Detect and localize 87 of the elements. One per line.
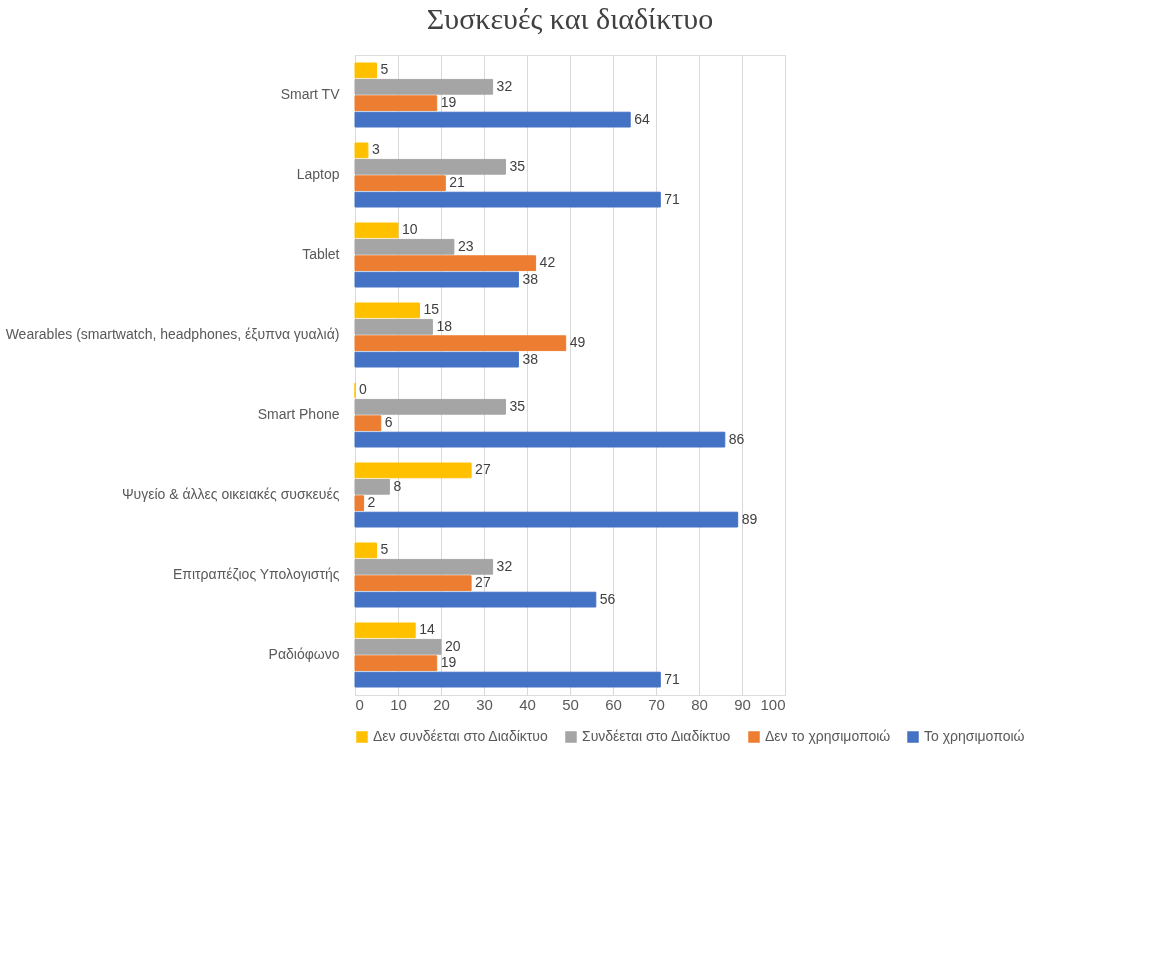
data-label: 18 (436, 317, 453, 334)
data-label: 32 (496, 77, 513, 94)
data-label: 35 (509, 397, 526, 414)
bar (354, 575, 472, 592)
bar (354, 222, 399, 239)
bar (354, 142, 369, 159)
data-label: 19 (440, 654, 457, 671)
data-label: 27 (475, 461, 491, 478)
bar (354, 415, 382, 432)
y-tick-label: Tablet (302, 246, 340, 262)
x-tick-label: 100 (760, 695, 786, 713)
x-tick-label: 70 (648, 695, 665, 713)
x-tick-label: 0 (355, 695, 364, 713)
data-label: 8 (393, 477, 402, 494)
data-label: 42 (539, 254, 556, 271)
y-tick-label: Laptop (296, 166, 340, 182)
data-label: 10 (402, 221, 418, 238)
bar (354, 511, 739, 528)
legend-label: Συνδέεται στο Διαδίκτυο (582, 728, 731, 744)
x-tick-label: 20 (433, 695, 450, 713)
y-tick-label: Ραδιόφωνο (268, 646, 340, 662)
x-tick-label: 60 (605, 695, 622, 713)
data-label: 5 (380, 61, 389, 78)
x-tick-label: 30 (476, 695, 493, 713)
bar (354, 95, 438, 112)
bar (354, 495, 365, 512)
bar (354, 542, 377, 559)
bar (354, 255, 537, 272)
y-tick-label: Smart Phone (257, 406, 340, 422)
data-label: 71 (664, 190, 681, 207)
bar (354, 335, 567, 352)
bar (354, 655, 438, 672)
data-label: 2 (367, 494, 376, 511)
data-label: 0 (359, 381, 367, 398)
y-tick-label: Wearables (smartwatch, headphones, έξυπνα γυαλιά) (5, 326, 340, 342)
y-tick-label: Smart TV (280, 86, 341, 102)
y-tick-label: Ψυγείο & άλλες οικειακές συσκευές (121, 486, 340, 502)
y-tick-label: Επιτραπέζιος Υπολογιστής (172, 566, 340, 582)
bar (354, 78, 494, 95)
data-label: 21 (449, 174, 466, 191)
data-label: 86 (728, 430, 745, 447)
bar (354, 111, 631, 128)
data-label: 32 (496, 557, 513, 574)
bar (354, 398, 506, 415)
legend-label: Δεν το χρησιμοποιώ (765, 728, 891, 744)
bar (354, 671, 661, 688)
bar (354, 591, 597, 608)
data-label: 35 (509, 157, 526, 174)
data-label: 71 (664, 670, 681, 687)
data-label: 23 (457, 237, 474, 254)
bar (354, 302, 420, 319)
bar (354, 638, 442, 655)
bar (354, 431, 726, 448)
data-label: 38 (522, 350, 539, 367)
bar (354, 351, 519, 368)
data-label: 64 (634, 110, 650, 127)
data-label: 49 (569, 334, 586, 351)
bar (354, 318, 433, 335)
x-tick-label: 90 (734, 695, 751, 713)
bar (354, 558, 494, 575)
legend-label: Το χρησιμοποιώ (924, 728, 1025, 744)
legend-label: Δεν συνδέεται στο Διαδίκτυο (373, 728, 548, 744)
data-label: 89 (741, 510, 758, 527)
data-label: 20 (445, 637, 461, 654)
x-tick-label: 10 (390, 695, 407, 713)
data-label: 19 (440, 94, 457, 111)
data-label: 15 (423, 301, 440, 318)
data-label: 38 (522, 270, 539, 287)
data-label: 27 (475, 574, 491, 591)
bar (354, 175, 446, 192)
x-tick-label: 50 (562, 695, 579, 713)
bar (354, 462, 472, 479)
bar (354, 238, 455, 255)
data-label: 56 (599, 590, 616, 607)
bar (354, 478, 390, 495)
bar (354, 622, 416, 639)
data-label: 14 (419, 621, 435, 638)
chart-title: Συσκευές και διαδίκτυο (426, 2, 714, 35)
data-label: 6 (384, 414, 393, 431)
x-tick-label: 40 (519, 695, 536, 713)
data-label: 5 (380, 541, 389, 558)
bar (354, 62, 377, 79)
data-label: 3 (371, 141, 380, 158)
bar (354, 271, 519, 288)
bar (354, 191, 661, 208)
x-tick-label: 80 (691, 695, 708, 713)
bar (354, 158, 506, 175)
